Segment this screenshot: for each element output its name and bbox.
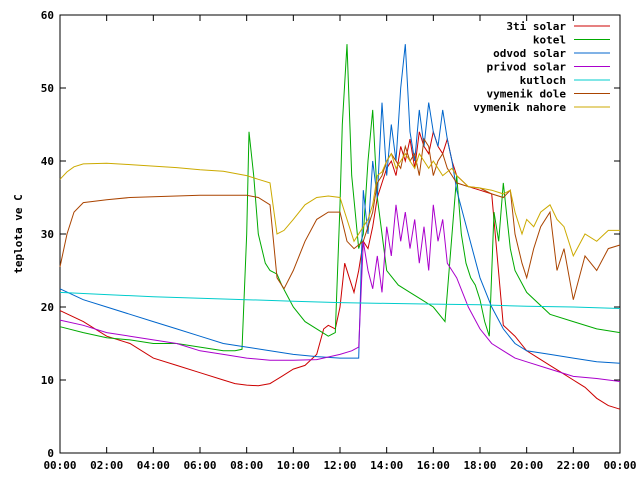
x-tick-label: 08:00	[230, 459, 263, 472]
series-line-kutloch	[59, 291, 621, 309]
x-tick-label: 00:00	[603, 459, 636, 472]
x-tick-label: 22:00	[557, 459, 590, 472]
series-line-vymenik-nahore	[59, 152, 620, 258]
x-tick-label: 18:00	[463, 459, 496, 472]
y-tick-label: 0	[47, 447, 54, 460]
x-tick-label: 04:00	[137, 459, 170, 472]
y-axis-label: teplota ve C	[12, 194, 25, 273]
x-tick-label: 14:00	[370, 459, 403, 472]
y-tick-label: 10	[41, 374, 54, 387]
series-lines	[59, 44, 621, 410]
x-tick-label: 06:00	[183, 459, 216, 472]
series-line-kotel	[59, 44, 621, 352]
x-tick-label: 10:00	[277, 459, 310, 472]
legend-label-3ti-solar: 3ti solar	[506, 20, 566, 33]
legend-label-vymenik-dole: vymenik dole	[487, 88, 567, 101]
series-line-vymenik-dole	[59, 137, 621, 300]
legend-label-odvod-solar: odvod solar	[493, 47, 566, 60]
legend-label-kotel: kotel	[533, 34, 566, 47]
y-tick-label: 20	[41, 301, 54, 314]
series-line-odvod-solar	[59, 44, 621, 364]
y-tick-label: 30	[41, 228, 54, 241]
y-tick-label: 60	[41, 9, 54, 22]
legend-label-kutloch: kutloch	[520, 74, 566, 87]
x-tick-label: 02:00	[90, 459, 123, 472]
legend-label-privod-solar: privod solar	[487, 61, 567, 74]
x-tick-label: 16:00	[417, 459, 450, 472]
series-line-3ti-solar	[59, 129, 621, 410]
y-tick-label: 40	[41, 155, 54, 168]
x-tick-label: 20:00	[510, 459, 543, 472]
series-line-privod-solar	[59, 204, 621, 382]
y-tick-label: 50	[41, 82, 54, 95]
legend-label-vymenik-nahore: vymenik nahore	[473, 101, 566, 114]
axis-ticks: 0 10 20 30 40 50 60 00:00 02:00 04:00 06:00 08:00 10…	[41, 9, 637, 472]
x-tick-label: 00:00	[43, 459, 76, 472]
x-tick-label: 12:00	[323, 459, 356, 472]
